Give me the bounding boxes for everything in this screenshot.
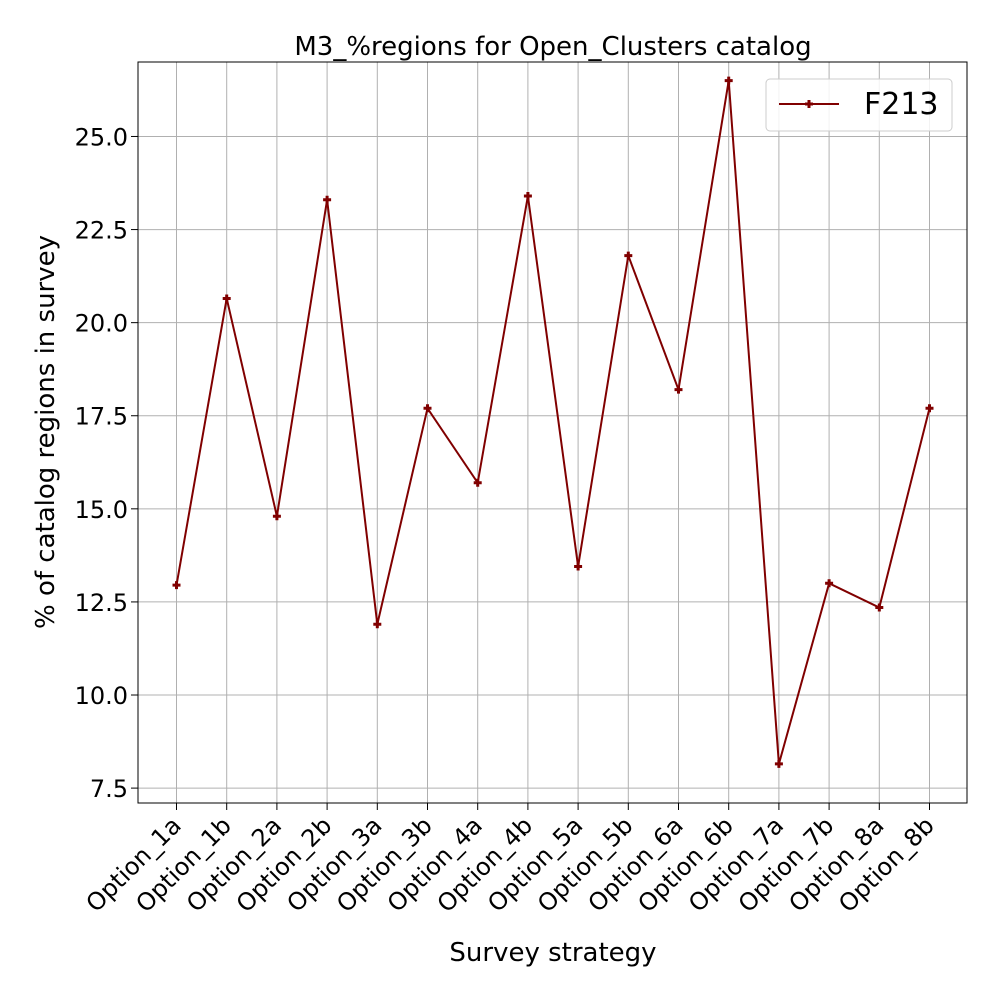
data-point-marker <box>473 478 482 487</box>
y-tick-label: 15.0 <box>75 496 128 524</box>
y-tick-label: 25.0 <box>75 123 128 151</box>
data-point-marker <box>272 512 281 521</box>
series-layer <box>172 76 934 768</box>
data-point-marker <box>574 562 583 571</box>
data-point-marker <box>523 192 532 201</box>
legend-box <box>765 78 953 132</box>
data-point-marker <box>423 404 432 413</box>
series-line <box>175 80 931 765</box>
data-point-marker <box>624 251 633 260</box>
grid <box>138 62 967 803</box>
data-point-marker <box>323 195 332 204</box>
data-point-marker <box>774 759 783 768</box>
data-point-marker <box>222 294 231 303</box>
x-axis-title: Survey strategy <box>449 938 656 968</box>
data-point-marker <box>172 581 181 590</box>
y-tick-label: 10.0 <box>75 682 128 710</box>
data-point-marker <box>674 385 683 394</box>
chart-title: M3_%regions for Open_Clusters catalog <box>294 32 811 62</box>
y-tick-label: 12.5 <box>75 589 128 617</box>
y-axis: 7.5 10.0 12.5 15.0 17.5 20.0 22.5 25.0 <box>75 123 138 803</box>
y-tick-label: 20.0 <box>75 310 128 338</box>
data-point-marker <box>875 603 884 612</box>
y-axis-title: % of catalog regions in survey <box>31 235 61 629</box>
y-tick-label: 22.5 <box>75 217 128 245</box>
y-tick-label: 17.5 <box>75 403 128 431</box>
x-axis: Option_1aOption_1bOption_2aOption_2bOpti… <box>81 803 940 918</box>
data-point-marker <box>825 579 834 588</box>
data-point-marker <box>373 620 382 629</box>
legend-plus-marker <box>805 100 813 108</box>
data-point-marker <box>724 76 733 85</box>
y-tick-label: 7.5 <box>90 775 128 803</box>
legend-label: F213 <box>864 87 939 122</box>
plot-frame <box>137 61 968 804</box>
legend: F213 <box>765 78 953 132</box>
data-point-marker <box>925 404 934 413</box>
